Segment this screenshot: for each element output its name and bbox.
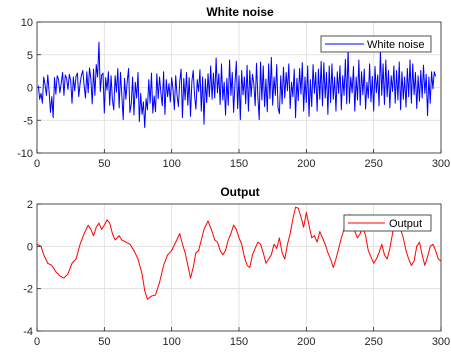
output-legend-label: Output [389, 218, 422, 230]
white-noise-plot-area [37, 41, 437, 128]
output-x-tick-label: 150 [230, 336, 248, 348]
white-noise-x-tick-label: 300 [432, 158, 450, 170]
output-x-tick-label: 200 [297, 336, 315, 348]
white-noise-x-tick-label: 250 [364, 158, 382, 170]
output-legend-box [343, 214, 432, 232]
output-y-tick-label: -2 [23, 284, 33, 296]
white-noise-y-tick-label: -5 [23, 115, 33, 127]
white-noise-y-tick-label: -10 [17, 148, 33, 160]
output-x-tick-label: 250 [364, 336, 382, 348]
output-x-tick-label: 50 [98, 336, 110, 348]
output-plot-area [36, 206, 442, 300]
output-panel: Output 0 50 100 150 200 250 300 2 0 -2 -4 Output [23, 185, 450, 348]
white-noise-x-tick-label: 50 [98, 158, 110, 170]
white-noise-y-tick-label: 0 [27, 83, 33, 95]
white-noise-y-tick-label: 10 [21, 17, 33, 29]
white-noise-legend-box [320, 35, 432, 53]
white-noise-x-tick-label: 100 [162, 158, 180, 170]
white-noise-panel: White noise 0 50 100 150 200 250 3001050-5-10 … [17, 5, 450, 170]
output-x-tick-label: 0 [34, 336, 40, 348]
white-noise-axes-frame [36, 21, 442, 154]
white-noise-x-tick-label: 150 [230, 158, 248, 170]
output-y-tick-label: -4 [23, 326, 33, 338]
output-title: Output [220, 185, 259, 199]
white-noise-legend-label: White noise [367, 39, 424, 51]
output-y-tick-label: 0 [27, 241, 33, 253]
output-axes-frame [36, 203, 442, 332]
output-legend: Output [343, 214, 432, 232]
output-axes: 0 50 100 150 200 250 300 2 0 -2 -4 [23, 199, 450, 348]
white-noise-y-tick-label: 5 [27, 50, 33, 62]
white-noise-legend: White noise [320, 35, 432, 53]
white-noise-series-line [37, 41, 437, 128]
white-noise-x-tick-label: 0 [34, 158, 40, 170]
output-x-tick-label: 100 [162, 336, 180, 348]
white-noise-title: White noise [206, 5, 274, 19]
output-series-line [36, 206, 442, 300]
white-noise-x-tick-label: 200 [297, 158, 315, 170]
output-y-tick-label: 2 [27, 199, 33, 211]
output-x-tick-label: 300 [432, 336, 450, 348]
